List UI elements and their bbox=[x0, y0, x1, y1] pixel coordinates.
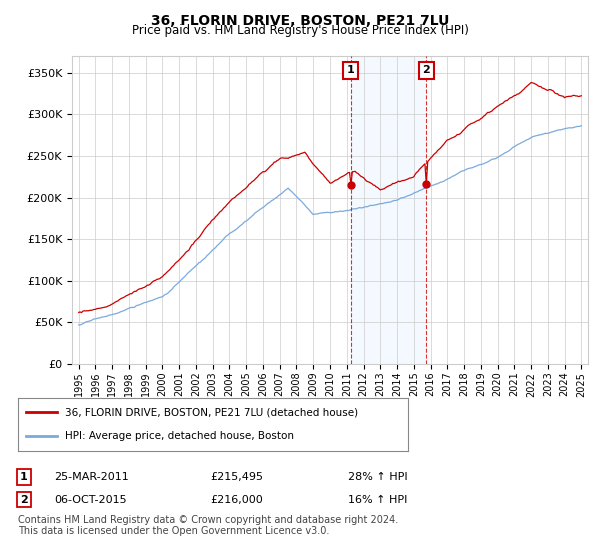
Text: Price paid vs. HM Land Registry's House Price Index (HPI): Price paid vs. HM Land Registry's House … bbox=[131, 24, 469, 37]
Text: HPI: Average price, detached house, Boston: HPI: Average price, detached house, Bost… bbox=[65, 431, 294, 441]
Text: £215,495: £215,495 bbox=[210, 472, 263, 482]
Text: 2: 2 bbox=[20, 494, 28, 505]
Bar bbox=[350, 56, 427, 364]
Text: 1: 1 bbox=[347, 66, 355, 75]
Text: 28% ↑ HPI: 28% ↑ HPI bbox=[348, 472, 407, 482]
Text: 2: 2 bbox=[422, 66, 430, 75]
Text: 16% ↑ HPI: 16% ↑ HPI bbox=[348, 494, 407, 505]
Text: 36, FLORIN DRIVE, BOSTON, PE21 7LU: 36, FLORIN DRIVE, BOSTON, PE21 7LU bbox=[151, 14, 449, 28]
Text: Contains HM Land Registry data © Crown copyright and database right 2024.: Contains HM Land Registry data © Crown c… bbox=[18, 515, 398, 525]
Text: 1: 1 bbox=[20, 472, 28, 482]
Text: 06-OCT-2015: 06-OCT-2015 bbox=[54, 494, 127, 505]
Text: £216,000: £216,000 bbox=[210, 494, 263, 505]
Text: 36, FLORIN DRIVE, BOSTON, PE21 7LU (detached house): 36, FLORIN DRIVE, BOSTON, PE21 7LU (deta… bbox=[65, 408, 358, 418]
Text: 25-MAR-2011: 25-MAR-2011 bbox=[54, 472, 129, 482]
Text: This data is licensed under the Open Government Licence v3.0.: This data is licensed under the Open Gov… bbox=[18, 526, 329, 536]
